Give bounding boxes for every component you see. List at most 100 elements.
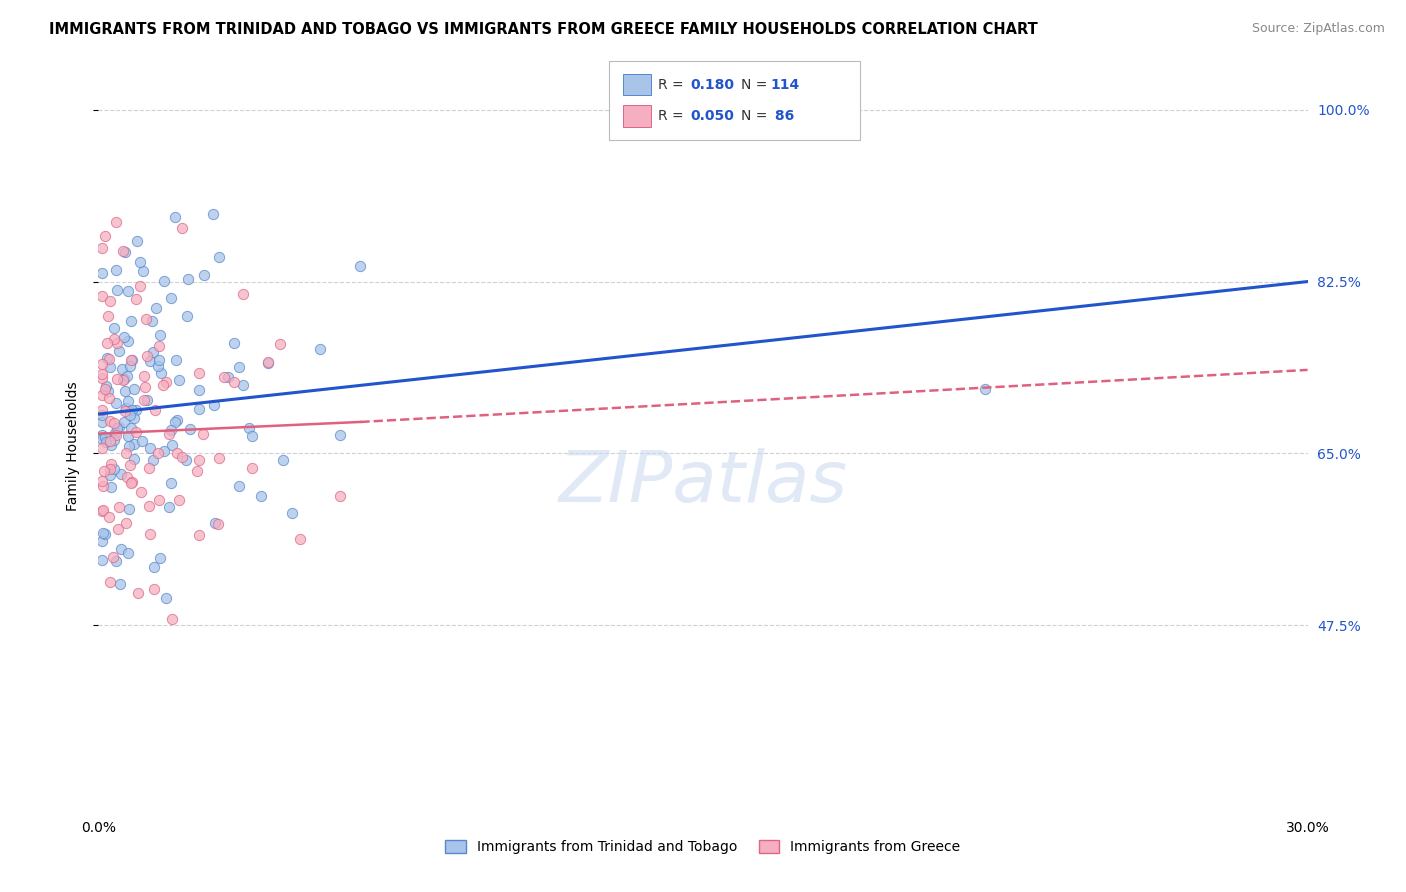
Point: [269, 337, 291, 351]
Point: [108, 419, 131, 434]
Point: [159, 476, 181, 491]
Point: [103, 433, 125, 447]
Point: [91, 553, 114, 567]
Point: [98, 414, 121, 428]
Point: [120, 353, 142, 368]
Point: [186, 465, 208, 479]
Text: ZIPatlas: ZIPatlas: [558, 448, 848, 517]
Point: [98, 467, 121, 482]
Point: [91, 526, 114, 541]
Point: [256, 356, 278, 370]
Point: [176, 452, 198, 467]
Point: [165, 415, 187, 429]
Point: [105, 283, 128, 297]
Point: [114, 445, 136, 459]
Point: [115, 369, 138, 384]
Point: [349, 260, 371, 274]
Point: [149, 366, 172, 380]
Point: [91, 441, 114, 455]
Point: [110, 577, 132, 591]
Point: [166, 413, 188, 427]
Point: [105, 336, 128, 351]
Point: [208, 251, 231, 265]
Point: [112, 244, 135, 258]
Point: [121, 475, 143, 490]
Point: [188, 453, 211, 467]
Point: [110, 362, 132, 376]
Point: [136, 393, 159, 408]
Point: [288, 533, 311, 547]
Point: [160, 423, 183, 437]
Point: [204, 516, 226, 530]
Point: [139, 441, 162, 455]
Point: [107, 343, 129, 358]
Point: [91, 387, 114, 401]
Point: [97, 384, 120, 398]
Point: [112, 329, 135, 343]
Point: [148, 493, 170, 508]
Point: [222, 335, 245, 350]
Point: [148, 353, 170, 368]
Point: [117, 284, 139, 298]
Point: [105, 396, 128, 410]
Point: [193, 426, 215, 441]
Point: [94, 378, 117, 392]
Point: [120, 476, 142, 491]
Text: IMMIGRANTS FROM TRINIDAD AND TOBAGO VS IMMIGRANTS FROM GREECE FAMILY HOUSEHOLDS : IMMIGRANTS FROM TRINIDAD AND TOBAGO VS I…: [49, 22, 1038, 37]
Point: [91, 403, 114, 417]
Point: [122, 437, 145, 451]
Point: [93, 464, 115, 478]
Point: [115, 516, 138, 531]
Point: [118, 502, 141, 516]
Point: [131, 434, 153, 449]
Point: [117, 546, 139, 560]
Point: [122, 382, 145, 396]
Point: [91, 408, 114, 422]
Point: [160, 612, 183, 626]
Point: [110, 467, 132, 482]
Point: [105, 263, 128, 277]
Point: [100, 438, 122, 452]
Text: N =: N =: [741, 109, 772, 123]
Point: [101, 549, 124, 564]
Point: [91, 504, 114, 518]
Point: [117, 334, 139, 348]
Point: [128, 255, 150, 269]
Point: [240, 460, 263, 475]
Point: [91, 289, 114, 303]
Point: [115, 469, 138, 483]
Point: [170, 450, 193, 464]
Point: [240, 428, 263, 442]
Point: [125, 292, 148, 306]
Point: [167, 373, 190, 387]
Point: [176, 310, 198, 324]
Point: [100, 457, 122, 471]
Point: [135, 312, 157, 326]
Point: [143, 560, 166, 574]
Point: [217, 370, 239, 384]
Text: 86: 86: [770, 109, 794, 123]
Point: [134, 368, 156, 383]
Point: [142, 582, 165, 597]
Point: [104, 553, 127, 567]
Point: [134, 393, 156, 408]
Point: [103, 416, 125, 430]
Point: [172, 220, 194, 235]
Point: [94, 434, 117, 449]
Point: [143, 403, 166, 417]
Point: [165, 352, 187, 367]
Point: [146, 446, 169, 460]
Point: [91, 241, 114, 255]
Point: [134, 380, 156, 394]
Point: [139, 526, 162, 541]
Point: [104, 425, 127, 440]
Point: [256, 355, 278, 369]
Point: [228, 360, 250, 375]
Point: [112, 372, 135, 386]
Point: [193, 268, 215, 282]
Point: [329, 428, 352, 442]
Point: [98, 352, 121, 367]
Point: [91, 428, 114, 442]
Point: [98, 391, 121, 405]
Point: [271, 452, 294, 467]
